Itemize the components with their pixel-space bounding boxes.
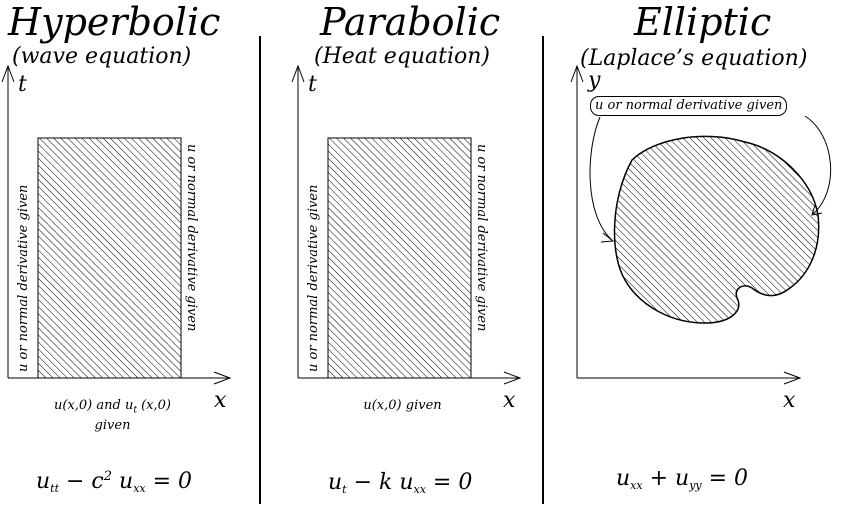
elliptic-subtitle: (Laplace’s equation) xyxy=(580,46,808,71)
parabolic-right-bc: u or normal derivative given xyxy=(474,144,489,332)
hyperbolic-right-bc: u or normal derivative given xyxy=(184,144,199,332)
hyperbolic-x-label: x xyxy=(214,388,227,413)
hyperbolic-domain xyxy=(37,137,182,379)
elliptic-plot xyxy=(570,64,832,385)
elliptic-x-arrow xyxy=(783,371,802,385)
hyperbolic-subtitle: (wave equation) xyxy=(12,44,192,69)
hyperbolic-x-arrow xyxy=(213,371,232,385)
elliptic-right-pointer xyxy=(804,115,832,215)
parabolic-t-arrow xyxy=(291,64,305,83)
elliptic-domain xyxy=(613,135,820,324)
parabolic-left-bc: u or normal derivative given xyxy=(306,184,321,372)
hyperbolic-left-bc: u or normal derivative given xyxy=(16,184,31,372)
elliptic-right-arrowhead xyxy=(811,204,823,216)
parabolic-equation: ut − k uxx = 0 xyxy=(328,470,473,496)
hyperbolic-t-arrow xyxy=(1,64,15,83)
elliptic-left-pointer xyxy=(589,116,613,241)
hyperbolic-title: Hyperbolic xyxy=(8,0,221,44)
parabolic-x-arrow xyxy=(503,371,522,385)
elliptic-left-arrowhead xyxy=(600,232,615,243)
elliptic-title: Elliptic xyxy=(634,0,772,44)
parabolic-title: Parabolic xyxy=(320,0,501,44)
parabolic-t-label: t xyxy=(308,72,317,97)
hyperbolic-t-label: t xyxy=(18,72,27,97)
elliptic-boundary-label: u or normal derivative given xyxy=(590,96,788,116)
elliptic-y-arrow xyxy=(570,64,584,83)
parabolic-initial-condition: u(x,0) given xyxy=(363,398,442,413)
elliptic-x-label: x xyxy=(783,388,796,413)
hyperbolic-plot xyxy=(1,64,232,385)
elliptic-equation: uxx + uyy = 0 xyxy=(616,466,749,492)
parabolic-domain xyxy=(327,137,472,379)
parabolic-plot xyxy=(291,64,522,385)
hyperbolic-initial-condition: u(x,0) and ut (x,0) given xyxy=(54,398,171,433)
hyperbolic-equation: utt − c2 uxx = 0 xyxy=(36,469,193,495)
parabolic-x-label: x xyxy=(503,388,516,413)
elliptic-y-label: y xyxy=(588,68,601,93)
parabolic-subtitle: (Heat equation) xyxy=(314,44,490,69)
